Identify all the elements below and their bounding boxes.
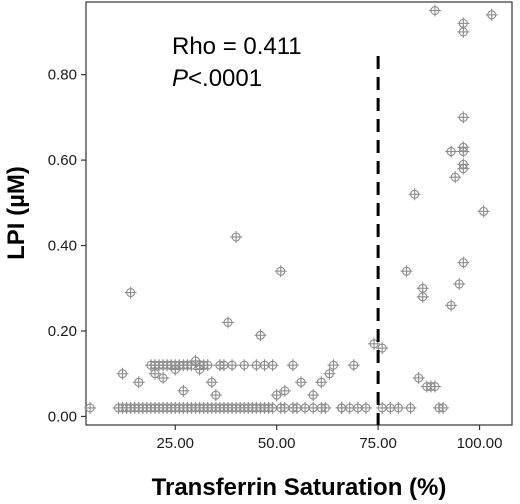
- data-point: [209, 389, 222, 402]
- data-point: [457, 162, 470, 175]
- x-axis-ticks: 25.00 50.00 75.00 100.00: [156, 425, 502, 452]
- data-point: [157, 372, 170, 384]
- data-point: [368, 337, 381, 350]
- y-tick-label: 0.00: [48, 408, 77, 425]
- data-point: [323, 367, 336, 380]
- scatter-points: [84, 4, 498, 414]
- x-tick-label: 25.00: [156, 435, 194, 452]
- data-point: [412, 372, 425, 384]
- x-axis-title: Transferrin Saturation (%): [152, 474, 447, 501]
- y-axis-title: LPI (µM): [3, 166, 30, 260]
- y-tick-label: 0.20: [48, 323, 77, 340]
- data-point: [449, 171, 462, 184]
- data-point: [254, 329, 267, 342]
- data-point: [274, 265, 287, 278]
- y-axis-ticks: 0.00 0.20 0.40 0.60 0.80: [48, 67, 86, 425]
- data-point: [392, 401, 405, 414]
- data-point: [315, 376, 328, 389]
- data-point: [457, 25, 470, 38]
- p-value: <.0001: [188, 65, 262, 92]
- data-point: [226, 359, 239, 372]
- data-point: [428, 4, 441, 17]
- data-point: [307, 389, 320, 402]
- data-point: [148, 367, 161, 380]
- data-point: [445, 145, 458, 158]
- data-point: [266, 359, 279, 372]
- y-tick-label: 0.40: [48, 238, 77, 255]
- plot-area-frame: [85, 1, 513, 426]
- data-point: [132, 376, 145, 389]
- y-tick-label: 0.80: [48, 67, 77, 84]
- data-point: [347, 359, 360, 372]
- data-point: [238, 359, 251, 372]
- data-point: [477, 205, 490, 218]
- data-point: [359, 401, 372, 414]
- data-point: [124, 286, 137, 299]
- p-value-annotation: P<.0001: [172, 65, 262, 92]
- data-point: [84, 401, 97, 414]
- data-point: [116, 367, 129, 380]
- x-tick-label: 50.00: [258, 435, 296, 452]
- data-point: [428, 380, 441, 393]
- data-point: [319, 401, 332, 414]
- data-point: [205, 376, 218, 389]
- data-point: [404, 401, 417, 414]
- data-point: [295, 376, 308, 389]
- data-point: [416, 290, 429, 303]
- y-tick-label: 0.60: [48, 152, 77, 169]
- rho-annotation: Rho = 0.411: [172, 33, 302, 60]
- x-tick-label: 75.00: [359, 435, 397, 452]
- data-point: [445, 299, 458, 312]
- data-point: [177, 384, 190, 397]
- data-point: [457, 256, 470, 269]
- data-point: [453, 278, 466, 290]
- data-point: [222, 316, 234, 329]
- data-point: [327, 359, 340, 372]
- data-point: [201, 359, 214, 372]
- data-point: [437, 401, 450, 414]
- data-point: [376, 342, 389, 355]
- data-point: [408, 188, 421, 201]
- data-point: [286, 359, 299, 372]
- data-point: [457, 111, 470, 124]
- data-point: [457, 145, 470, 158]
- data-point: [400, 265, 413, 278]
- x-tick-label: 100.00: [457, 435, 503, 452]
- data-point: [278, 384, 291, 397]
- p-symbol: P: [172, 65, 188, 92]
- data-point: [485, 8, 498, 21]
- data-point: [270, 389, 283, 402]
- data-point: [230, 231, 243, 243]
